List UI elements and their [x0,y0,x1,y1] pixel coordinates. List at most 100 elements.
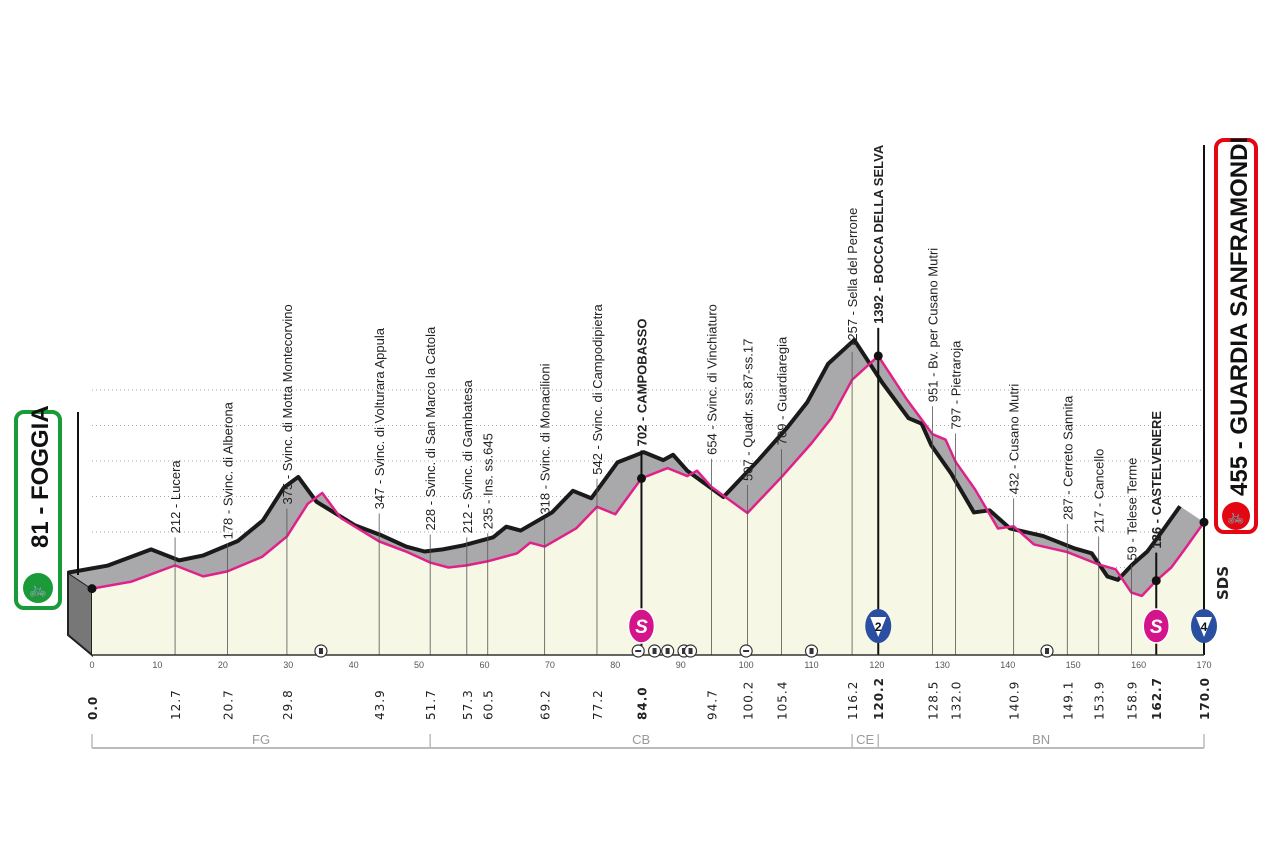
waypoint-label: 178 - Svinc. di Alberona [220,401,235,539]
climb-category: 2 [875,620,882,634]
waypoint-label: 126 - CASTELVENERE [1149,411,1164,549]
waypoint-label: 212 - Svinc. di Gambatesa [460,379,475,533]
km-label: 105.4 [775,681,789,720]
start-label: 81 - FOGGIA [27,405,54,548]
waypoint-label: 318 - Svinc. di Monacilioni [538,363,553,514]
x-tick-label: 160 [1131,660,1146,670]
km-label: 69.2 [539,689,553,720]
x-tick-label: 80 [610,660,620,670]
km-label: 60.5 [482,689,496,720]
waypoint-label: 542 - Svinc. di Campodipietra [590,303,605,474]
tunnel-glyph-icon [665,648,670,654]
waypoint-label: 217 - Cancello [1092,449,1107,533]
km-label: 158.9 [1125,681,1139,720]
region-label: CE [856,732,874,747]
markers: S S 2 4 [314,608,1217,658]
x-tick-label: 110 [804,660,818,670]
regions-bar: FG CB CE BN [91,732,1205,749]
region-label: FG [252,732,270,747]
waypoint-label: 59 - Telese Terme [1124,458,1139,561]
profile-road-edge [91,354,1206,598]
x-tick-label: 120 [869,660,884,670]
km-label: 140.9 [1008,681,1022,720]
km-label: 149.1 [1061,681,1075,720]
x-tick-label: 150 [1066,660,1081,670]
profile-3d-band [68,339,1204,596]
sds-logo: SDS [1214,566,1232,600]
sprint-icon [627,608,656,644]
km-label: 120.2 [872,677,886,720]
waypoint-label: 228 - Svinc. di San Marco la Catola [423,326,438,531]
km-label: 170.0 [1198,677,1212,720]
waypoint-dot [636,473,646,483]
km-label: 84.0 [635,686,649,720]
finish-label-box: 455 - GUARDIA SANFRAMONDI 🚲 [1214,137,1258,534]
waypoint-label: 212 - Lucera [168,460,183,534]
km-axis: 12.7 20.7 29.8 43.9 51.7 57.3 60.5 69.2 77.2 84.0… [86,654,1212,720]
km-label: 153.9 [1093,681,1107,720]
km-label: 116.2 [846,681,860,720]
km-label: 132.0 [949,681,963,720]
x-tick-label: 90 [676,660,686,670]
profile-top-edge [67,337,1182,582]
km-label: 94.7 [705,689,719,720]
x-tick-label: 10 [152,660,162,670]
region-label: CB [632,732,650,747]
km-label: 162.7 [1150,677,1164,720]
finish-label: 455 - GUARDIA SANFRAMONDI [1226,137,1253,496]
tunnel-glyph-icon [1045,648,1050,654]
waypoint-label: 709 - Guardiaregia [774,336,789,445]
waypoint-label: 235 - Ins. ss.645 [481,433,496,529]
bike-glyph-icon: 🚲 [29,581,48,598]
km-label: 0.0 [86,696,100,720]
tunnel-glyph-icon [809,648,814,654]
waypoint-label: 375 - Svinc. di Motta Montecorvino [280,304,295,504]
bike-glyph-icon: 🚲 [1227,508,1244,525]
climb-category: 4 [1201,620,1208,634]
waypoint-label: 702 - CAMPOBASSO [634,319,649,447]
km-label: 43.9 [373,689,387,720]
waypoint-label: 654 - Svinc. di Vinchiaturo [704,304,719,455]
waypoint-label: 432 - Cusano Mutri [1007,384,1022,495]
sprint-symbol: S [1150,617,1163,638]
x-tick-label: 40 [349,660,359,670]
waypoint-label: 507 - Quadr. ss.87-ss.17 [740,339,755,481]
waypoint-label: 951 - Bv. per Cusano Mutri [926,248,941,402]
x-tick-label: 130 [935,660,950,670]
waypoint-label: 287 - Cerreto Sannita [1060,395,1075,520]
km-label: 12.7 [169,689,183,720]
tunnel-glyph-icon [688,648,693,654]
tunnel-glyph-icon [652,648,657,654]
waypoint-label: 1257 - Sella del Perrone [845,208,860,348]
km-label: 77.2 [591,689,605,720]
km-label: 100.2 [741,681,755,720]
x-tick-label: 70 [545,660,555,670]
sprint-icon [1142,608,1170,644]
km-label: 128.5 [927,681,941,720]
finish-dot [1199,517,1209,527]
elevation-profile [67,337,1206,658]
waypoint-dot [873,351,883,361]
x-tick-label: 30 [283,660,293,670]
km-label: 57.3 [461,689,475,720]
x-tick-label: 60 [479,660,489,670]
region-label: BN [1032,732,1050,747]
x-tick-label: 140 [1000,660,1015,670]
sprint-symbol: S [635,617,648,638]
x-tick-label: 100 [739,660,754,670]
cyclist-start-icon [23,573,53,603]
waypoints: 212 - Lucera 178 - Svinc. di Alberona 375 … [77,144,1209,655]
cyclist-finish-icon [1222,502,1250,530]
tunnel-glyph-icon [318,648,323,654]
km-label: 20.7 [221,689,235,720]
start-label-box: 81 - FOGGIA 🚲 [14,405,62,610]
waypoint-label: 797 - Pietraroja [948,340,963,430]
km-label: 51.7 [424,689,438,720]
waypoint-dot [1151,576,1161,586]
climb-triangle-icon [870,617,887,637]
climb-triangle-icon [1196,617,1212,637]
waypoint-label: 1392 - BOCCA DELLA SELVA [871,144,886,324]
x-tick-label: 20 [218,660,228,670]
x-tick-label: 0 [89,660,94,670]
